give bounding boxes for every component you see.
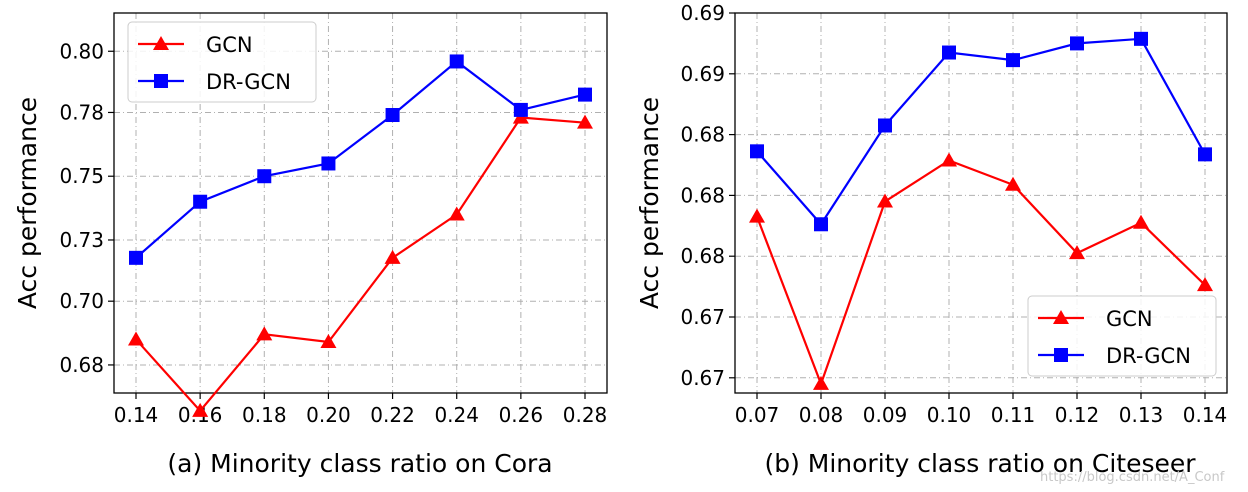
x-tick-label: 0.07	[735, 403, 780, 427]
y-tick-label: 0.70	[59, 289, 104, 313]
series-gcn	[128, 109, 593, 417]
data-point	[749, 208, 765, 223]
legend-label: DR-GCN	[206, 70, 291, 94]
x-tick-label: 0.09	[863, 403, 908, 427]
y-tick-label: 0.68	[680, 244, 725, 268]
x-tick-label: 0.13	[1119, 403, 1164, 427]
x-tick-label: 0.14	[114, 403, 159, 427]
legend-label: GCN	[1106, 307, 1153, 331]
series-line	[756, 37, 1206, 227]
x-tick-label: 0.20	[306, 403, 351, 427]
data-point	[1197, 277, 1213, 292]
x-tick-label: 0.18	[242, 403, 287, 427]
series-line	[755, 159, 1206, 388]
data-point	[578, 87, 592, 102]
x-tick-label: 0.10	[927, 403, 972, 427]
y-tick-label: 0.75	[59, 164, 104, 188]
chart-panel-b: 0.07 0.08 0.09 0.10 0.11 0.12 0.13 0.14 0.67 0.67…	[635, 1, 1228, 478]
y-tick-label: 0.67	[680, 305, 725, 329]
data-point	[128, 331, 144, 346]
watermark-text: https://blog.csdn.net/A_Conf	[1040, 470, 1225, 485]
x-tick-label: 0.08	[799, 403, 844, 427]
y-tick-label: 0.78	[59, 100, 104, 124]
y-axis-label: Acc performance	[13, 97, 42, 309]
data-point	[814, 217, 828, 232]
data-point	[1198, 147, 1212, 162]
y-tick-label: 0.73	[59, 228, 104, 252]
data-point	[1006, 53, 1020, 68]
x-tick-label: 0.28	[563, 403, 608, 427]
data-point	[877, 193, 893, 208]
chart-panel-a: 0.140.160.180.200.220.240.260.280.680.70…	[13, 12, 608, 478]
y-tick-label: 0.69	[680, 1, 725, 25]
data-point	[192, 402, 209, 417]
chart-caption: (a) Minority class ratio on Cora	[167, 449, 552, 478]
series-gcn	[749, 152, 1213, 390]
legend-marker	[1054, 348, 1068, 362]
data-point	[942, 45, 956, 60]
legend-marker	[154, 74, 168, 88]
data-point	[129, 250, 143, 265]
y-tick-label: 0.69	[680, 62, 725, 86]
x-tick-label: 0.26	[499, 403, 544, 427]
data-point	[385, 108, 400, 123]
legend: GCN DR-GCN	[1027, 295, 1217, 377]
y-tick-label: 0.68	[680, 183, 725, 207]
legend-label: DR-GCN	[1106, 344, 1191, 368]
data-point	[320, 333, 337, 348]
data-point	[513, 102, 528, 117]
legend-marker	[153, 36, 169, 50]
data-point	[321, 156, 336, 171]
data-point	[1069, 245, 1085, 260]
x-tick-label: 0.22	[370, 403, 415, 427]
series-line	[135, 116, 586, 413]
series-dr-gcn	[129, 54, 592, 265]
data-point	[941, 152, 957, 167]
data-point	[256, 326, 273, 341]
chart-caption: (b) Minority class ratio on Citeseer	[764, 449, 1196, 478]
data-point	[449, 54, 464, 69]
data-point	[750, 144, 764, 159]
series-dr-gcn	[750, 31, 1212, 232]
data-point	[1005, 176, 1021, 191]
y-tick-label: 0.80	[59, 39, 104, 63]
data-point	[1133, 214, 1149, 229]
plot-frame	[113, 12, 608, 394]
data-point	[878, 118, 892, 133]
x-tick-label: 0.12	[1055, 403, 1100, 427]
legend-label: GCN	[206, 33, 253, 57]
data-point	[384, 249, 401, 264]
data-point	[1070, 36, 1084, 51]
y-tick-label: 0.68	[680, 123, 725, 147]
data-point	[257, 169, 272, 184]
x-tick-label: 0.11	[991, 403, 1036, 427]
data-point	[813, 375, 829, 390]
data-point	[193, 194, 208, 209]
y-tick-label: 0.67	[680, 366, 725, 390]
x-tick-label: 0.24	[434, 403, 479, 427]
legend: GCN DR-GCN	[127, 21, 317, 103]
data-point	[448, 206, 465, 221]
data-point	[1134, 31, 1148, 46]
legend-marker	[1053, 310, 1069, 324]
plot-frame	[734, 12, 1228, 394]
y-tick-label: 0.68	[59, 353, 104, 377]
x-tick-label: 0.14	[1183, 403, 1228, 427]
data-point	[577, 114, 593, 129]
y-axis-label: Acc performance	[635, 97, 664, 309]
series-line	[135, 60, 586, 259]
